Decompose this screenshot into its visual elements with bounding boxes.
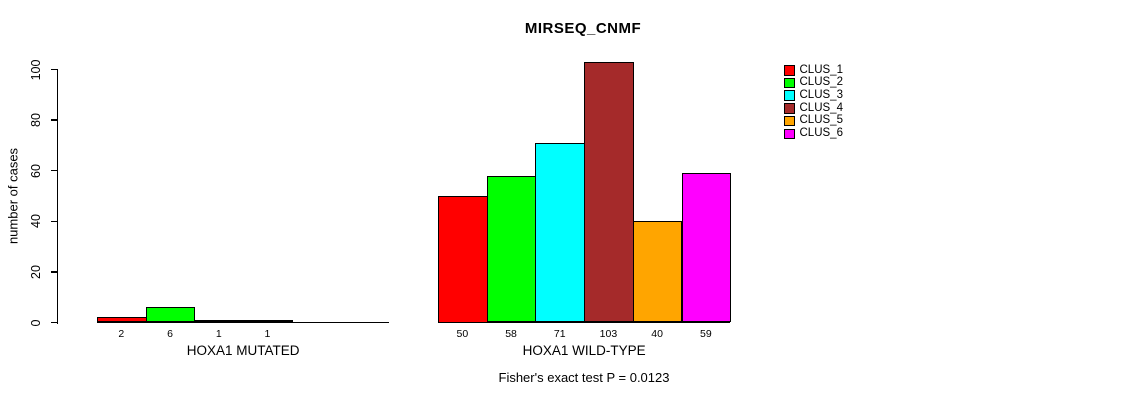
chart-title: MIRSEQ_CNMF bbox=[524, 20, 642, 37]
y-tick bbox=[50, 68, 57, 71]
bar-value-label: 1 bbox=[264, 328, 271, 340]
legend-swatch bbox=[784, 65, 795, 76]
y-axis-line bbox=[57, 69, 59, 324]
legend: CLUS_1 CLUS_2 CLUS_3 CLUS_4 CLUS_5 CLUS_6 bbox=[784, 64, 843, 140]
legend-label: CLUS_6 bbox=[799, 127, 843, 140]
bar-value-label: 6 bbox=[167, 328, 173, 340]
y-tick bbox=[50, 271, 57, 273]
bar bbox=[145, 307, 196, 323]
y-tick-label: 80 bbox=[29, 113, 43, 128]
bar bbox=[194, 319, 245, 323]
legend-item: CLUS_5 bbox=[784, 115, 843, 128]
bar-value-label: 50 bbox=[456, 328, 469, 340]
legend-swatch bbox=[784, 103, 795, 114]
bar-value-label: 2 bbox=[118, 328, 125, 340]
legend-label: CLUS_1 bbox=[799, 63, 843, 76]
bar bbox=[535, 142, 586, 323]
fisher-test-annotation: Fisher's exact test P = 0.0123 bbox=[498, 370, 670, 385]
bar bbox=[97, 317, 147, 323]
legend-swatch bbox=[784, 90, 795, 101]
bar bbox=[438, 196, 488, 323]
bar-value-label: 1 bbox=[215, 328, 222, 340]
y-tick-label: 40 bbox=[29, 214, 43, 229]
legend-label: CLUS_5 bbox=[799, 114, 843, 127]
legend-item: CLUS_6 bbox=[784, 127, 843, 140]
legend-item: CLUS_4 bbox=[784, 102, 843, 115]
bar-value-label: 71 bbox=[553, 328, 566, 340]
bar bbox=[632, 221, 683, 323]
legend-label: CLUS_2 bbox=[799, 76, 843, 89]
bar-value-label: 59 bbox=[700, 328, 712, 340]
bar-value-label: 103 bbox=[599, 328, 618, 340]
y-tick-label: 100 bbox=[29, 59, 43, 80]
legend-item: CLUS_1 bbox=[784, 64, 843, 77]
bar bbox=[584, 61, 634, 323]
x-baseline bbox=[97, 321, 390, 324]
bar bbox=[486, 175, 537, 323]
y-axis-label: number of cases bbox=[5, 147, 21, 245]
legend-item: CLUS_2 bbox=[784, 77, 843, 90]
legend-swatch bbox=[784, 115, 795, 127]
legend-item: CLUS_3 bbox=[784, 89, 843, 102]
group-label: HOXA1 MUTATED bbox=[186, 343, 300, 358]
group-label: HOXA1 WILD-TYPE bbox=[522, 343, 646, 358]
bar-value-label: 58 bbox=[505, 328, 517, 340]
x-baseline bbox=[438, 321, 731, 324]
y-tick-label: 0 bbox=[29, 319, 43, 326]
bar bbox=[243, 319, 293, 323]
y-tick bbox=[50, 170, 57, 172]
legend-swatch bbox=[784, 77, 795, 89]
bar bbox=[681, 173, 732, 323]
legend-label: CLUS_3 bbox=[799, 88, 843, 101]
bar-value-label: 40 bbox=[651, 328, 663, 340]
y-tick bbox=[50, 321, 57, 324]
y-tick bbox=[50, 220, 57, 222]
y-tick-label: 20 bbox=[29, 264, 43, 279]
y-tick bbox=[50, 119, 57, 121]
legend-label: CLUS_4 bbox=[799, 101, 843, 114]
y-tick-label: 60 bbox=[29, 163, 43, 178]
legend-swatch bbox=[784, 128, 795, 140]
